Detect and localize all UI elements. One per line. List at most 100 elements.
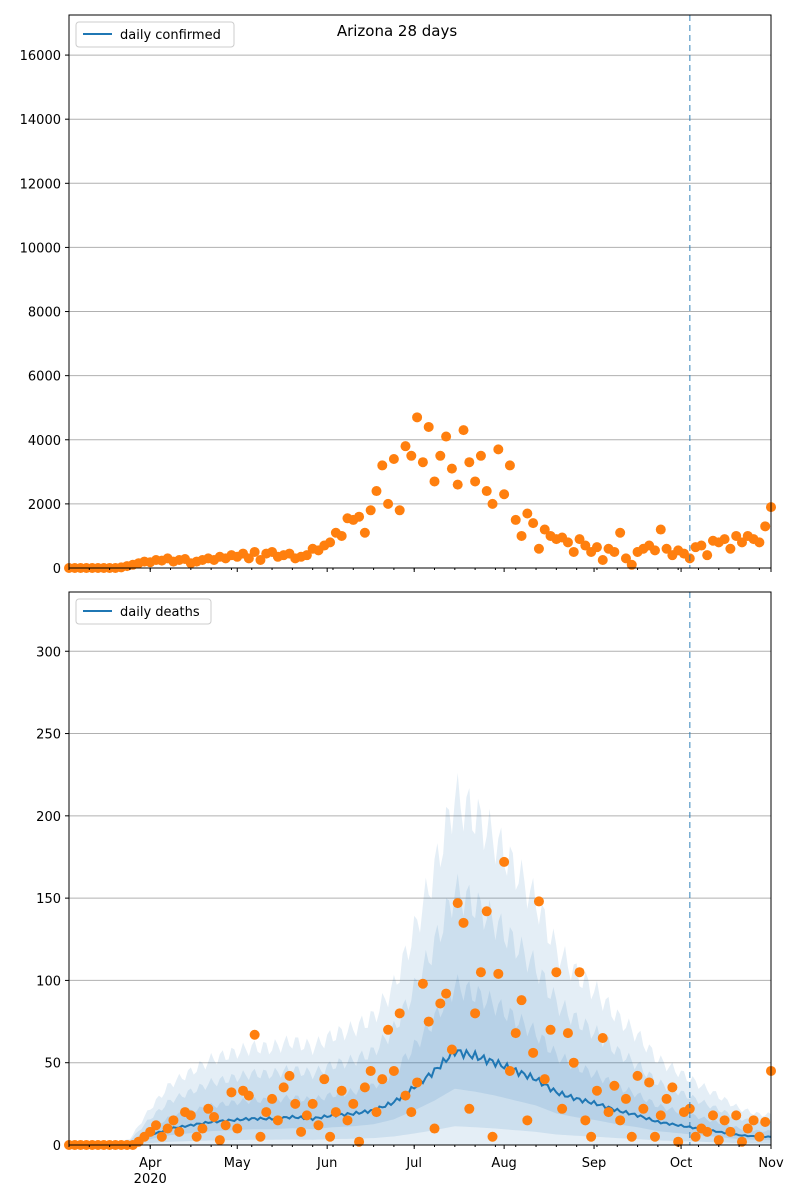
data-point	[545, 1024, 556, 1035]
data-point	[313, 1120, 324, 1131]
data-point	[597, 1033, 608, 1044]
data-point	[214, 1135, 225, 1146]
data-point	[336, 1085, 347, 1096]
data-point	[574, 534, 585, 545]
data-point	[638, 1103, 649, 1114]
data-point	[342, 1115, 353, 1126]
y-tick-label: 0	[53, 562, 61, 577]
data-point	[504, 460, 515, 471]
data-point	[504, 1065, 515, 1076]
data-point	[719, 534, 730, 545]
data-point	[220, 1120, 231, 1131]
data-point	[406, 1107, 417, 1118]
data-point	[655, 1110, 666, 1121]
data-point	[475, 967, 486, 978]
data-point	[754, 1131, 765, 1142]
data-point	[470, 476, 481, 487]
y-tick-label: 250	[36, 728, 61, 743]
data-point	[539, 1074, 550, 1085]
y-tick-label: 150	[36, 892, 61, 907]
data-point	[591, 1085, 602, 1096]
data-point	[365, 505, 376, 516]
data-point	[603, 1107, 614, 1118]
data-point	[684, 1103, 695, 1114]
data-point	[371, 1107, 382, 1118]
data-point	[388, 454, 399, 465]
y-tick-label: 16000	[20, 49, 61, 64]
data-point	[325, 537, 336, 548]
data-point	[406, 450, 417, 461]
data-point	[243, 1090, 254, 1101]
data-point	[702, 550, 713, 561]
data-point	[736, 537, 747, 548]
data-point	[383, 498, 394, 509]
data-point	[562, 537, 573, 548]
data-point	[719, 1115, 730, 1126]
data-point	[661, 1093, 672, 1104]
data-point	[580, 540, 591, 551]
data-point	[354, 511, 365, 522]
data-point	[441, 431, 452, 442]
x-tick-label: Apr	[139, 1156, 162, 1171]
data-point	[197, 1123, 208, 1134]
data-point	[145, 1126, 156, 1137]
x-tick-label: Nov	[758, 1156, 784, 1171]
data-point	[661, 543, 672, 554]
legend-deaths: daily deaths	[75, 598, 212, 625]
data-point	[609, 546, 620, 557]
data-point	[713, 1135, 724, 1146]
data-point	[499, 856, 510, 867]
data-point	[493, 968, 504, 979]
data-point	[632, 1070, 643, 1081]
data-point	[742, 1123, 753, 1134]
x-tick-label: Jul	[405, 1156, 422, 1171]
data-point	[174, 1126, 185, 1137]
data-point	[725, 1126, 736, 1137]
data-point	[301, 550, 312, 561]
data-point	[609, 1080, 620, 1091]
x-tick-label: Jun	[316, 1156, 337, 1171]
data-point	[458, 425, 469, 436]
data-point	[371, 486, 382, 497]
data-point	[731, 1110, 742, 1121]
data-point	[162, 1123, 173, 1134]
data-point	[702, 1126, 713, 1137]
data-point	[429, 1123, 440, 1134]
data-point	[574, 967, 585, 978]
y-tick-label: 0	[53, 1139, 61, 1154]
data-point	[499, 489, 510, 500]
data-point	[232, 1123, 243, 1134]
data-point	[487, 1131, 498, 1142]
data-point	[278, 1082, 289, 1093]
data-point	[644, 1077, 655, 1088]
y-tick-label: 12000	[20, 177, 61, 192]
data-point	[626, 559, 637, 570]
data-point	[377, 460, 388, 471]
data-point	[377, 1074, 388, 1085]
data-point	[452, 898, 463, 909]
data-point	[510, 514, 521, 525]
data-point	[673, 1136, 684, 1147]
x-tick-label: Sep	[582, 1156, 607, 1171]
data-point	[446, 1044, 457, 1055]
data-point	[516, 530, 527, 541]
data-point	[243, 553, 254, 564]
data-point	[203, 1103, 214, 1114]
data-point	[435, 450, 446, 461]
data-point	[209, 1112, 220, 1123]
legend-label: daily deaths	[120, 605, 200, 620]
data-point	[748, 1115, 759, 1126]
uncertainty-band	[69, 873, 771, 1145]
data-point	[336, 530, 347, 541]
data-point	[394, 1008, 405, 1019]
y-tick-label: 4000	[28, 434, 61, 449]
data-point	[290, 1098, 301, 1109]
data-point	[417, 457, 428, 468]
data-point	[400, 1090, 411, 1101]
data-point	[156, 1131, 167, 1142]
data-point	[528, 1047, 539, 1058]
data-point	[615, 1115, 626, 1126]
data-point	[597, 554, 608, 565]
data-point	[249, 546, 260, 557]
